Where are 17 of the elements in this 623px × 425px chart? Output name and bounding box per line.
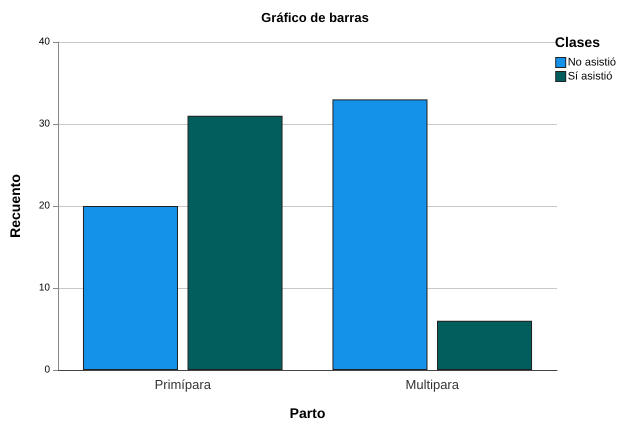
legend-title: Clases <box>554 34 600 50</box>
bar <box>82 206 178 370</box>
y-tick-label: 10 <box>38 282 50 294</box>
bar <box>188 116 283 370</box>
y-tick-label: 30 <box>38 118 50 130</box>
y-tick-label: 40 <box>38 36 50 48</box>
bar <box>437 320 532 370</box>
legend-label: No asistió <box>568 56 616 68</box>
bar <box>332 99 428 370</box>
x-axis-title: Parto <box>290 405 326 421</box>
x-tick-label: Multipara <box>406 377 460 392</box>
y-tick-label: 20 <box>38 200 50 212</box>
x-tick-label: Primípara <box>154 377 212 392</box>
chart-title: Gráfico de barras <box>261 10 369 25</box>
y-axis-title: Recuento <box>7 174 23 238</box>
y-tick-label: 0 <box>44 364 50 376</box>
legend-label: Sí asistió <box>568 70 612 82</box>
